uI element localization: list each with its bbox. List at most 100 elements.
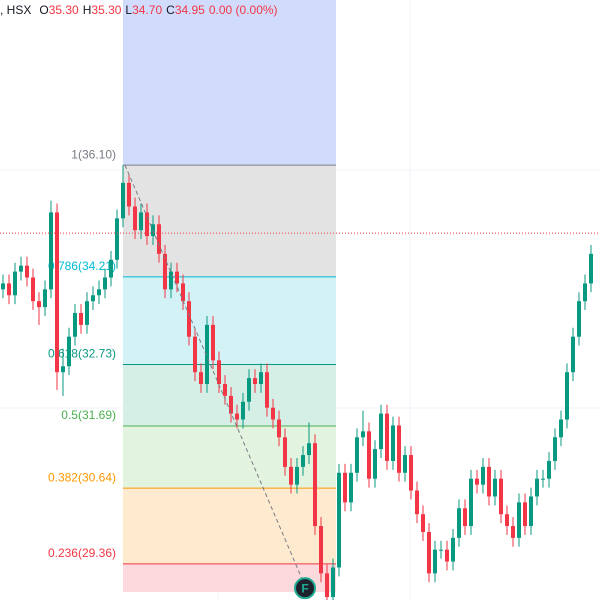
candle-body xyxy=(259,372,263,385)
candle-body xyxy=(331,567,335,598)
candle-body xyxy=(445,549,449,562)
candle-body xyxy=(271,407,275,420)
candle-body xyxy=(451,537,455,562)
candle-body xyxy=(181,283,185,302)
candle-body xyxy=(403,455,407,473)
symbol: , HSX xyxy=(0,3,31,17)
candle-body xyxy=(415,490,419,515)
field-label: O xyxy=(39,3,48,17)
candle-body xyxy=(295,466,299,485)
candle-body xyxy=(43,289,47,308)
badge-label: F xyxy=(301,581,308,595)
candles xyxy=(1,165,593,600)
candle-body xyxy=(91,295,95,302)
field-label: C xyxy=(166,3,175,17)
fib-level-label: 0.382(30.64) xyxy=(48,470,116,484)
candle-body xyxy=(469,478,473,527)
candle-body xyxy=(145,212,149,237)
candle-body xyxy=(277,419,281,438)
candle-body xyxy=(7,283,11,296)
candle-body xyxy=(475,478,479,485)
change: 0.00 (0.00%) xyxy=(209,3,278,17)
field-label: L xyxy=(125,3,132,17)
candle-body xyxy=(373,449,377,479)
field-value: 35.30 xyxy=(49,3,79,17)
candle-body xyxy=(85,301,89,325)
candle-body xyxy=(79,313,83,325)
candle-body xyxy=(25,265,29,278)
candle-body xyxy=(55,212,59,373)
candle-body xyxy=(337,472,341,568)
candle-body xyxy=(433,549,437,574)
candle-body xyxy=(133,206,137,231)
candle-body xyxy=(217,360,221,385)
candle-body xyxy=(487,466,491,497)
candle-body xyxy=(355,437,359,473)
fib-level-label: 0.618(32.73) xyxy=(48,347,116,361)
candle-body xyxy=(427,531,431,574)
field-label: H xyxy=(83,3,92,17)
field-value: 34.95 xyxy=(175,3,205,17)
candle-body xyxy=(247,378,251,402)
candle-body xyxy=(289,466,293,485)
candle-body xyxy=(349,472,353,503)
fib-level-label: 1(36.10) xyxy=(71,147,116,161)
candle-body xyxy=(493,478,497,497)
candle-body xyxy=(241,401,245,420)
candle-body xyxy=(37,301,41,308)
candle-body xyxy=(577,301,581,337)
fib-zone xyxy=(123,165,336,277)
candle-body xyxy=(19,265,23,272)
candle-body xyxy=(229,395,233,414)
candle-body xyxy=(535,478,539,497)
candle-body xyxy=(211,324,215,361)
fib-zone xyxy=(123,276,336,365)
candle-body xyxy=(127,182,131,207)
fib-zone xyxy=(123,364,336,427)
candle-body xyxy=(115,218,119,260)
candle-body xyxy=(319,526,323,574)
candle-body xyxy=(61,366,65,373)
candle-body xyxy=(361,431,365,438)
candle-body xyxy=(199,372,203,385)
candle-body xyxy=(589,253,593,284)
candle-body xyxy=(253,378,257,385)
candle-body xyxy=(103,277,107,290)
overlay: F xyxy=(0,164,600,600)
fib-zone xyxy=(123,426,336,489)
candle-body xyxy=(421,514,425,532)
candle-body xyxy=(457,508,461,538)
candle-body xyxy=(565,372,569,420)
fib-retracement[interactable]: 1(36.10) 0.786(34.21) 0.618(32.73) 0.5(31.6… xyxy=(48,147,336,592)
candle-body xyxy=(379,413,383,450)
candle-body xyxy=(97,289,101,296)
candle-body xyxy=(463,508,467,527)
field-value: 34.70 xyxy=(132,3,162,17)
candle-body xyxy=(1,283,5,290)
candle-body xyxy=(559,419,563,438)
candle-body xyxy=(523,502,527,527)
candle-body xyxy=(409,455,413,491)
candle-body xyxy=(583,283,587,302)
candle-body xyxy=(139,212,143,231)
candle-body xyxy=(397,425,401,473)
candle-body xyxy=(109,259,113,278)
badge-circle xyxy=(294,577,316,600)
candle-body xyxy=(169,271,173,290)
fib-zone xyxy=(123,488,336,564)
candle-body xyxy=(547,460,551,479)
candle-body xyxy=(121,182,125,219)
candle-body xyxy=(265,372,269,408)
candle-body xyxy=(529,496,533,527)
candle-body xyxy=(505,514,509,527)
candle-body xyxy=(553,437,557,461)
fib-level-label: 0.5(31.69) xyxy=(61,408,116,422)
candle-body xyxy=(73,313,77,337)
fib-level-label: 0.236(29.36) xyxy=(48,546,116,560)
candle-body xyxy=(499,478,503,515)
candle-body xyxy=(235,413,239,420)
candle-body xyxy=(343,472,347,503)
field-value: 35.30 xyxy=(91,3,121,17)
fib-extension-zone xyxy=(123,0,336,165)
